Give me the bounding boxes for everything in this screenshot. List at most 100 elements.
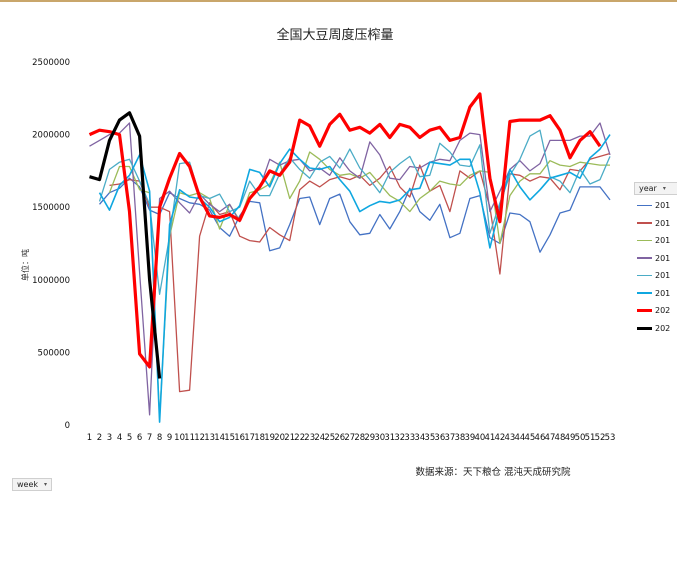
legend-item: 201 bbox=[637, 289, 670, 298]
x-tick-label: 27 bbox=[344, 433, 355, 443]
x-tick-label: 7 bbox=[147, 433, 152, 443]
legend-item: 201 bbox=[637, 254, 670, 263]
legend-swatch bbox=[637, 204, 652, 207]
x-tick-label: 31 bbox=[384, 433, 395, 443]
x-tick-label: 18 bbox=[254, 433, 265, 443]
x-tick-label: 14 bbox=[214, 433, 225, 443]
legend-swatch bbox=[637, 222, 652, 224]
y-tick-label: 1000000 bbox=[32, 276, 70, 286]
y-tick-label: 1500000 bbox=[32, 203, 70, 213]
x-tick-label: 26 bbox=[334, 433, 345, 443]
x-tick-label: 29 bbox=[364, 433, 375, 443]
legend-label: 201 bbox=[655, 201, 671, 210]
legend-label: 201 bbox=[655, 218, 671, 228]
series-line-5 bbox=[98, 129, 611, 295]
year-filter-label: year bbox=[639, 184, 657, 193]
series-line-1 bbox=[99, 177, 611, 253]
week-filter-label: week bbox=[17, 480, 39, 489]
x-tick-label: 19 bbox=[264, 433, 275, 443]
x-tick-label: 50 bbox=[575, 433, 586, 443]
x-axis: 1 2 3 4 5 6 7 8 9 10 11 12 13 14 15 16 17 18 19 20 21 22 23 24 2… bbox=[87, 433, 616, 443]
x-tick-label: 16 bbox=[234, 433, 245, 443]
x-tick-label: 13 bbox=[204, 433, 215, 443]
legend-item: 201 bbox=[637, 219, 670, 228]
x-tick-label: 49 bbox=[565, 433, 576, 443]
x-tick-label: 22 bbox=[294, 433, 305, 443]
x-tick-label: 8 bbox=[157, 433, 162, 443]
y-axis-label: 单位：吨 bbox=[20, 249, 30, 281]
chart-title: 全国大豆周度压榨量 bbox=[276, 27, 393, 43]
series-line-8 bbox=[89, 111, 162, 379]
legend-label: 201 bbox=[655, 271, 671, 280]
x-tick-label: 36 bbox=[434, 433, 445, 443]
y-tick-label: 2000000 bbox=[32, 131, 70, 141]
x-tick-label: 28 bbox=[354, 433, 365, 443]
x-tick-label: 47 bbox=[545, 433, 556, 443]
legend-swatch bbox=[637, 274, 652, 277]
x-tick-label: 6 bbox=[137, 433, 142, 443]
x-tick-label: 5 bbox=[127, 433, 132, 443]
x-tick-label: 2 bbox=[97, 433, 102, 443]
source-note: 数据来源：天下粮仓 混沌天成研究院 bbox=[415, 466, 571, 478]
x-tick-label: 20 bbox=[274, 433, 285, 443]
y-tick-label: 2500000 bbox=[32, 58, 70, 68]
y-tick-label: 500000 bbox=[38, 348, 70, 358]
legend-swatch bbox=[637, 257, 652, 259]
x-tick-label: 9 bbox=[167, 433, 172, 443]
x-tick-label: 21 bbox=[284, 433, 295, 443]
legend-swatch bbox=[637, 309, 652, 312]
x-tick-label: 45 bbox=[525, 433, 536, 443]
x-tick-label: 35 bbox=[424, 433, 435, 443]
y-tick-label: 0 bbox=[65, 421, 70, 431]
x-tick-label: 38 bbox=[454, 433, 465, 443]
x-tick-label: 10 bbox=[174, 433, 185, 443]
x-tick-label: 1 bbox=[87, 433, 92, 443]
x-tick-label: 43 bbox=[505, 433, 516, 443]
legend-swatch bbox=[637, 326, 652, 330]
x-tick-label: 23 bbox=[304, 433, 315, 443]
x-tick-label: 40 bbox=[474, 433, 485, 443]
legend-label: 201 bbox=[655, 236, 671, 245]
x-tick-label: 12 bbox=[194, 433, 205, 443]
x-tick-label: 32 bbox=[394, 433, 405, 443]
x-tick-label: 37 bbox=[444, 433, 455, 443]
x-tick-label: 42 bbox=[494, 433, 505, 443]
x-tick-label: 39 bbox=[464, 433, 475, 443]
x-tick-label: 4 bbox=[117, 433, 122, 443]
legend-item: 202 bbox=[637, 306, 670, 315]
legend-swatch bbox=[637, 239, 652, 242]
x-tick-label: 34 bbox=[414, 433, 425, 443]
series-line-2 bbox=[109, 152, 611, 393]
year-filter-button[interactable]: year ▾ bbox=[634, 182, 677, 195]
x-tick-label: 33 bbox=[404, 433, 415, 443]
x-tick-label: 15 bbox=[224, 433, 235, 443]
legend-swatch bbox=[637, 292, 652, 294]
x-tick-label: 17 bbox=[244, 433, 255, 443]
x-tick-label: 11 bbox=[184, 433, 195, 443]
y-axis: 0 500000 1000000 1500000 2000000 2500000 bbox=[32, 58, 70, 431]
series-line-3 bbox=[108, 151, 610, 419]
legend-label: 201 bbox=[655, 288, 671, 298]
x-tick-label: 25 bbox=[324, 433, 335, 443]
legend-item: 201 bbox=[637, 271, 670, 280]
series-line-6 bbox=[98, 134, 611, 423]
x-tick-label: 44 bbox=[515, 433, 526, 443]
x-tick-label: 41 bbox=[484, 433, 495, 443]
x-tick-label: 3 bbox=[107, 433, 112, 443]
filter-dropdown-icon: ▾ bbox=[662, 185, 666, 192]
series-line-7 bbox=[88, 92, 602, 369]
x-tick-label: 53 bbox=[605, 433, 616, 443]
legend-label: 201 bbox=[655, 253, 671, 263]
x-tick-label: 24 bbox=[314, 433, 325, 443]
legend-item: 201 bbox=[637, 201, 670, 210]
legend-item: 202 bbox=[637, 324, 670, 333]
week-filter-button[interactable]: week ▾ bbox=[12, 478, 52, 491]
x-tick-label: 52 bbox=[595, 433, 606, 443]
legend-label: 202 bbox=[655, 323, 671, 333]
top-rule bbox=[0, 0, 677, 2]
x-tick-label: 51 bbox=[585, 433, 596, 443]
legend-item: 201 bbox=[637, 236, 670, 245]
x-tick-label: 48 bbox=[555, 433, 566, 443]
filter-dropdown-icon: ▾ bbox=[44, 481, 48, 488]
